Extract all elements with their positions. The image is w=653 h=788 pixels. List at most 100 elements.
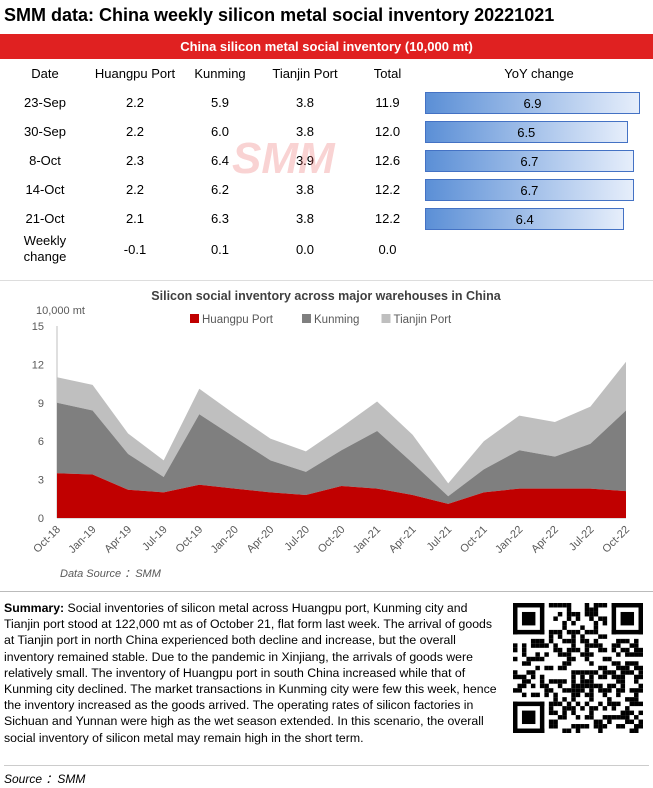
col-yoy: YoY change: [504, 66, 574, 81]
qr-module: [535, 638, 540, 644]
qr-module: [526, 661, 531, 666]
qr-module: [539, 656, 545, 662]
qr-module: [625, 715, 630, 720]
series-area-huangpu-port: [57, 473, 626, 518]
qr-module: [557, 665, 563, 671]
cell-total: 12.2: [374, 182, 401, 197]
qr-module: [571, 670, 576, 675]
qr-module: [602, 724, 608, 729]
qr-module: [553, 679, 558, 684]
qr-module: [602, 688, 608, 693]
qr-module: [620, 647, 626, 653]
qr-module: [602, 620, 608, 626]
qr-module: [625, 719, 630, 725]
qr-module: [584, 656, 590, 662]
cell-date: 14-Oct: [25, 182, 65, 197]
y-tick-label: 0: [38, 513, 44, 525]
qr-module: [607, 701, 612, 707]
qr-module: [616, 715, 621, 720]
qr-module: [602, 692, 608, 698]
qr-module: [521, 643, 527, 648]
weekly-label-1: Weekly: [23, 233, 67, 248]
qr-module: [629, 652, 635, 657]
qr-module: [629, 688, 635, 693]
x-tick-label: Oct-19: [174, 524, 206, 556]
qr-module: [584, 638, 590, 644]
qr-module: [571, 679, 576, 684]
qr-module: [580, 679, 585, 684]
qr-module: [638, 670, 643, 675]
qr-module: [616, 679, 621, 684]
qr-module: [580, 652, 585, 657]
qr-module: [530, 656, 536, 662]
page-title: SMM data: China weekly silicon metal soc…: [4, 5, 555, 25]
qr-module: [513, 688, 518, 693]
qr-module: [539, 674, 545, 680]
x-tick-label: Jul-19: [140, 524, 170, 554]
qr-finder: [539, 603, 545, 635]
qr-module: [584, 715, 590, 720]
qr-module: [566, 661, 572, 666]
legend-label: Huangpu Port: [202, 314, 274, 326]
qr-module: [593, 620, 599, 626]
qr-module: [571, 688, 576, 693]
qr-module: [544, 643, 549, 648]
qr-module: [557, 647, 563, 653]
qr-module: [629, 701, 635, 707]
qr-module: [589, 611, 594, 617]
table-row: 23-Sep 2.2 5.9 3.8 11.9 6.9: [0, 88, 653, 117]
x-tick-label: Oct-20: [316, 524, 348, 556]
qr-module: [548, 603, 554, 608]
qr-module: [607, 683, 612, 689]
qr-module: [562, 706, 567, 711]
qr-module: [593, 670, 599, 675]
series-area-kunming: [57, 402, 626, 504]
qr-module: [589, 706, 594, 711]
qr-module: [557, 715, 563, 720]
qr-module: [548, 679, 554, 684]
qr-finder: [611, 603, 643, 608]
qr-module: [553, 647, 558, 653]
cell-tianjin: 3.8: [295, 95, 315, 110]
qr-module: [521, 679, 527, 684]
y-tick-label: 9: [38, 398, 44, 410]
yoy-value: 6.4: [515, 211, 534, 227]
qr-module: [602, 674, 608, 680]
x-tick-label: Oct-18: [31, 524, 63, 556]
qr-module: [557, 652, 563, 657]
qr-module: [602, 706, 608, 711]
x-tick-label: Oct-22: [600, 524, 632, 556]
qr-module: [638, 674, 643, 680]
cell-huangpu: 2.2: [125, 182, 145, 197]
qr-module: [575, 715, 581, 720]
y-tick-label: 3: [38, 475, 44, 487]
qr-module: [557, 611, 563, 617]
qr-module: [634, 665, 639, 671]
qr-module: [571, 638, 576, 644]
qr-module: [616, 674, 621, 680]
x-tick-label: Apr-20: [245, 524, 277, 556]
qr-module: [616, 643, 621, 648]
qr-module: [553, 701, 558, 707]
qr-module: [584, 647, 590, 653]
qr-module: [575, 616, 581, 621]
qr-module: [526, 656, 531, 662]
qr-module: [548, 719, 554, 725]
qr-module: [616, 638, 621, 644]
qr-module: [575, 683, 581, 689]
qr-module: [598, 683, 603, 689]
qr-module: [602, 715, 608, 720]
qr-module: [571, 643, 576, 648]
cell-change-total: 0.0: [378, 241, 397, 257]
qr-module: [580, 724, 585, 729]
qr-module: [575, 670, 581, 675]
qr-module: [625, 706, 630, 711]
qr-module: [553, 603, 558, 608]
inventory-chart: Silicon social inventory across major wa…: [0, 280, 653, 585]
chart-source: Data Source ：SMM: [60, 568, 162, 580]
qr-module: [625, 661, 630, 666]
qr-module: [638, 665, 643, 671]
qr-module: [620, 715, 626, 720]
qr-module: [544, 683, 549, 689]
qr-module: [611, 706, 617, 711]
